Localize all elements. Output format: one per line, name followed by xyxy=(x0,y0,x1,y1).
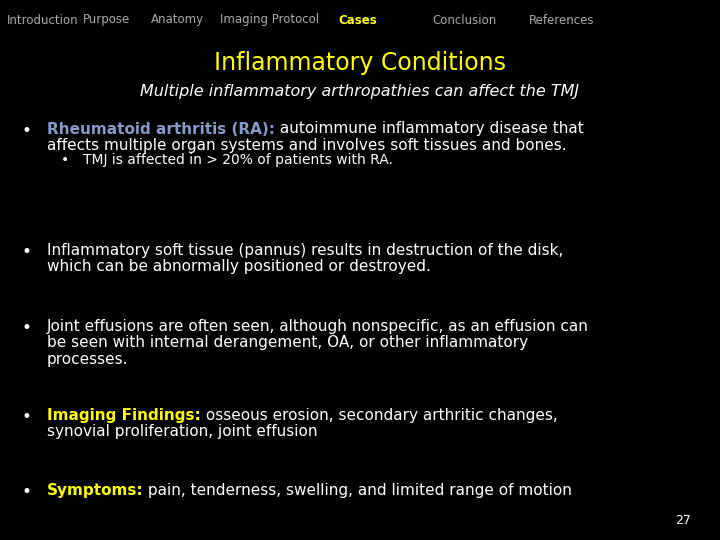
Text: References: References xyxy=(529,14,595,26)
Text: processes.: processes. xyxy=(47,352,128,367)
Text: Imaging Protocol: Imaging Protocol xyxy=(220,14,319,26)
Text: Introduction: Introduction xyxy=(7,14,78,26)
Text: Conclusion: Conclusion xyxy=(432,14,496,26)
Text: pain, tenderness, swelling, and limited range of motion: pain, tenderness, swelling, and limited … xyxy=(143,483,572,498)
Text: •: • xyxy=(22,243,32,261)
Text: •: • xyxy=(22,483,32,501)
Text: •: • xyxy=(61,153,69,167)
Text: synovial proliferation, joint effusion: synovial proliferation, joint effusion xyxy=(47,424,318,439)
Text: Imaging Findings:: Imaging Findings: xyxy=(47,408,201,423)
Text: Purpose: Purpose xyxy=(83,14,130,26)
Text: osseous erosion, secondary arthritic changes,: osseous erosion, secondary arthritic cha… xyxy=(201,408,557,423)
Text: TMJ is affected in > 20% of patients with RA.: TMJ is affected in > 20% of patients wit… xyxy=(83,153,392,167)
Text: Joint effusions are often seen, although nonspecific, as an effusion can: Joint effusions are often seen, although… xyxy=(47,319,589,334)
Text: Inflammatory Conditions: Inflammatory Conditions xyxy=(214,51,506,75)
Text: be seen with internal derangement, OA, or other inflammatory: be seen with internal derangement, OA, o… xyxy=(47,335,528,350)
Text: Cases: Cases xyxy=(338,14,377,26)
Text: •: • xyxy=(22,319,32,336)
Text: which can be abnormally positioned or destroyed.: which can be abnormally positioned or de… xyxy=(47,260,431,274)
Text: autoimmune inflammatory disease that: autoimmune inflammatory disease that xyxy=(275,122,583,137)
Text: •: • xyxy=(22,408,32,426)
Text: •: • xyxy=(22,122,32,139)
Text: Rheumatoid arthritis (RA):: Rheumatoid arthritis (RA): xyxy=(47,122,275,137)
Text: Inflammatory soft tissue (pannus) results in destruction of the disk,: Inflammatory soft tissue (pannus) result… xyxy=(47,243,563,258)
Text: 27: 27 xyxy=(675,514,691,526)
Text: affects multiple organ systems and involves soft tissues and bones.: affects multiple organ systems and invol… xyxy=(47,138,567,153)
Text: Anatomy: Anatomy xyxy=(151,14,204,26)
Text: Symptoms:: Symptoms: xyxy=(47,483,143,498)
Text: Multiple inflammatory arthropathies can affect the TMJ: Multiple inflammatory arthropathies can … xyxy=(140,84,580,99)
